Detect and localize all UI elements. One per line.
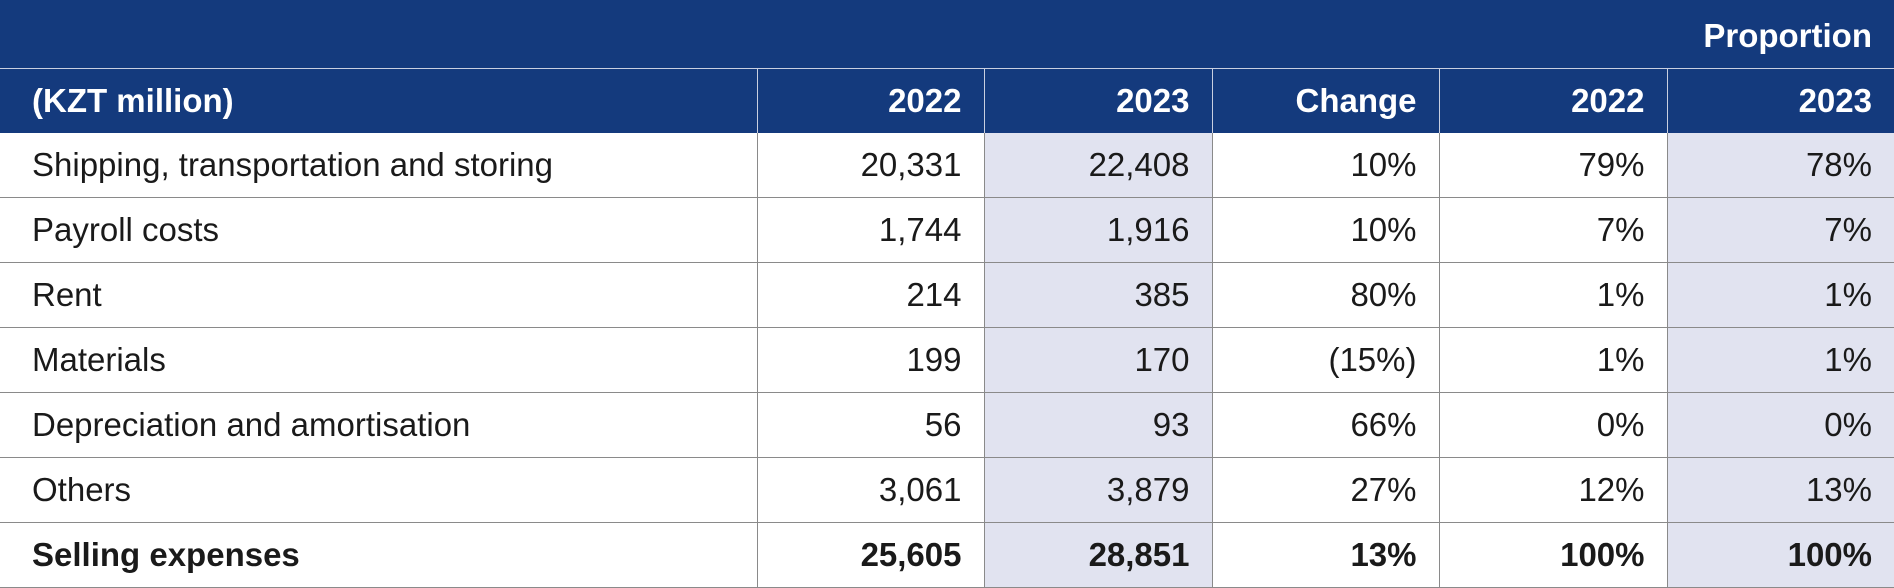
cell-change: 10% — [1211, 133, 1439, 198]
cell-proportion-2023: 0% — [1666, 392, 1894, 458]
cell-2023: 3,879 — [983, 457, 1212, 523]
total-row: Selling expenses 25,605 28,851 13% 100% … — [0, 522, 1894, 588]
row-label: Materials — [0, 327, 757, 393]
table-row: Payroll costs 1,744 1,916 10% 7% 7% — [0, 197, 1894, 263]
cell-change: 10% — [1211, 197, 1439, 263]
column-header-change: Change — [1211, 68, 1439, 133]
column-header-proportion-2022: 2022 — [1438, 68, 1667, 133]
cell-proportion-2023: 78% — [1666, 133, 1894, 198]
table-row: Rent 214 385 80% 1% 1% — [0, 262, 1894, 328]
cell-2023: 1,916 — [983, 197, 1212, 263]
cell-proportion-2023: 1% — [1666, 262, 1894, 328]
table-row: Depreciation and amortisation 56 93 66% … — [0, 392, 1894, 458]
cell-proportion-2022: 1% — [1438, 327, 1667, 393]
column-header-unit: (KZT million) — [0, 68, 757, 133]
cell-proportion-2022: 0% — [1438, 392, 1667, 458]
cell-proportion-2023: 1% — [1666, 327, 1894, 393]
row-label: Depreciation and amortisation — [0, 392, 757, 458]
row-label: Rent — [0, 262, 757, 328]
cell-2023: 22,408 — [983, 133, 1212, 198]
cell-change: 80% — [1211, 262, 1439, 328]
cell-proportion-2022: 79% — [1438, 133, 1667, 198]
cell-proportion-2022: 7% — [1438, 197, 1667, 263]
cell-2022: 214 — [756, 262, 984, 328]
cell-change: (15%) — [1211, 327, 1439, 393]
proportion-label: Proportion — [0, 0, 1894, 69]
column-header-2023: 2023 — [983, 68, 1212, 133]
row-label: Shipping, transportation and storing — [0, 133, 757, 198]
cell-proportion-2023: 7% — [1666, 197, 1894, 263]
cell-2022: 1,744 — [756, 197, 984, 263]
column-header-2022: 2022 — [756, 68, 984, 133]
total-2022: 25,605 — [756, 522, 984, 588]
cell-proportion-2022: 12% — [1438, 457, 1667, 523]
cell-2022: 3,061 — [756, 457, 984, 523]
column-header-row: (KZT million) 2022 2023 Change 2022 2023 — [0, 68, 1894, 133]
cell-2022: 199 — [756, 327, 984, 393]
cell-2023: 170 — [983, 327, 1212, 393]
column-header-proportion-2023: 2023 — [1666, 68, 1894, 133]
proportion-header-row: Proportion — [0, 0, 1894, 69]
table-row: Others 3,061 3,879 27% 12% 13% — [0, 457, 1894, 523]
table-row: Shipping, transportation and storing 20,… — [0, 133, 1894, 198]
total-change: 13% — [1211, 522, 1439, 588]
table-row: Materials 199 170 (15%) 1% 1% — [0, 327, 1894, 393]
total-proportion-2022: 100% — [1438, 522, 1667, 588]
row-label: Payroll costs — [0, 197, 757, 263]
total-label: Selling expenses — [0, 522, 757, 588]
cell-2023: 93 — [983, 392, 1212, 458]
cell-proportion-2023: 13% — [1666, 457, 1894, 523]
row-label: Others — [0, 457, 757, 523]
total-proportion-2023: 100% — [1666, 522, 1894, 588]
cell-2022: 56 — [756, 392, 984, 458]
cell-change: 66% — [1211, 392, 1439, 458]
cell-2022: 20,331 — [756, 133, 984, 198]
cell-change: 27% — [1211, 457, 1439, 523]
cell-proportion-2022: 1% — [1438, 262, 1667, 328]
total-2023: 28,851 — [983, 522, 1212, 588]
cell-2023: 385 — [983, 262, 1212, 328]
